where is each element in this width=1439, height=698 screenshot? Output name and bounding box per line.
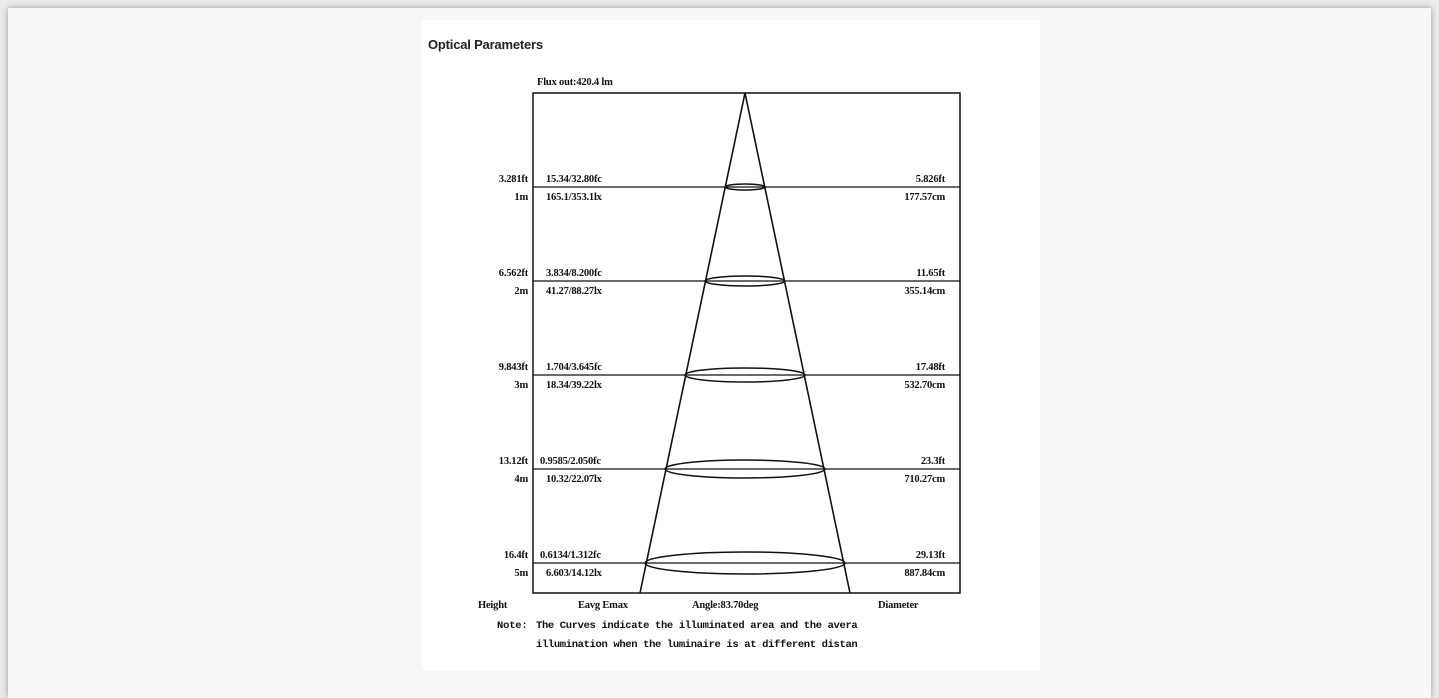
lux-column-label: Eavg Emax [578,600,628,611]
height-column-label: Height [478,600,508,611]
lux-lx-1m: 165.1/353.1lx [546,192,602,203]
diagram-frame [532,92,961,594]
height-ft-2m: 6.562ft [498,268,528,279]
height-ft-3m: 9.843ft [498,362,528,373]
lux-fc-5m: 0.6134/1.312fc [540,550,601,561]
note-line-2: illumination when the luminaire is at di… [536,639,858,651]
height-ft-4m: 13.12ft [498,456,528,467]
illuminated-area-1m [724,183,766,191]
diameter-cm-5m: 887.84cm [904,568,945,579]
lux-fc-1m: 15.34/32.80fc [546,174,602,185]
illuminated-area-2m [704,275,786,287]
beam-angle-label: Angle:83.70deg [692,600,759,611]
note-prefix: Note: [497,620,528,632]
diameter-cm-3m: 532.70cm [904,380,945,391]
beam-edge-left [639,92,746,594]
diameter-cm-2m: 355.14cm [904,286,945,297]
diameter-ft-3m: 17.48ft [915,362,945,373]
beam-edge-right [744,92,851,594]
lux-lx-4m: 10.32/22.07lx [546,474,602,485]
lux-lx-2m: 41.27/88.27lx [546,286,602,297]
page-title: Optical Parameters [428,37,543,52]
illuminated-area-3m [684,367,806,383]
diameter-column-label: Diameter [878,600,919,611]
lux-fc-2m: 3.834/8.200fc [546,268,602,279]
document-sheet [422,20,1040,670]
illuminated-area-4m [664,459,826,479]
lux-lx-5m: 6.603/14.12lx [546,568,602,579]
beam-diagram [532,92,961,594]
note-line-1: The Curves indicate the illuminated area… [536,620,858,632]
illuminated-area-5m [644,551,846,575]
height-ft-1m: 3.281ft [498,174,528,185]
height-m-3m: 3m [514,380,528,391]
height-m-1m: 1m [514,192,528,203]
diameter-ft-1m: 5.826ft [915,174,945,185]
diameter-ft-5m: 29.13ft [915,550,945,561]
lux-fc-3m: 1.704/3.645fc [546,362,602,373]
height-ft-5m: 16.4ft [503,550,528,561]
lux-lx-3m: 18.34/39.22lx [546,380,602,391]
height-m-2m: 2m [514,286,528,297]
diameter-cm-1m: 177.57cm [904,192,945,203]
height-m-5m: 5m [514,568,528,579]
diameter-ft-2m: 11.65ft [916,268,945,279]
diameter-cm-4m: 710.27cm [904,474,945,485]
lux-fc-4m: 0.9585/2.050fc [540,456,601,467]
flux-out-label: Flux out:420.4 lm [537,77,613,88]
diameter-ft-4m: 23.3ft [920,456,945,467]
height-m-4m: 4m [514,474,528,485]
